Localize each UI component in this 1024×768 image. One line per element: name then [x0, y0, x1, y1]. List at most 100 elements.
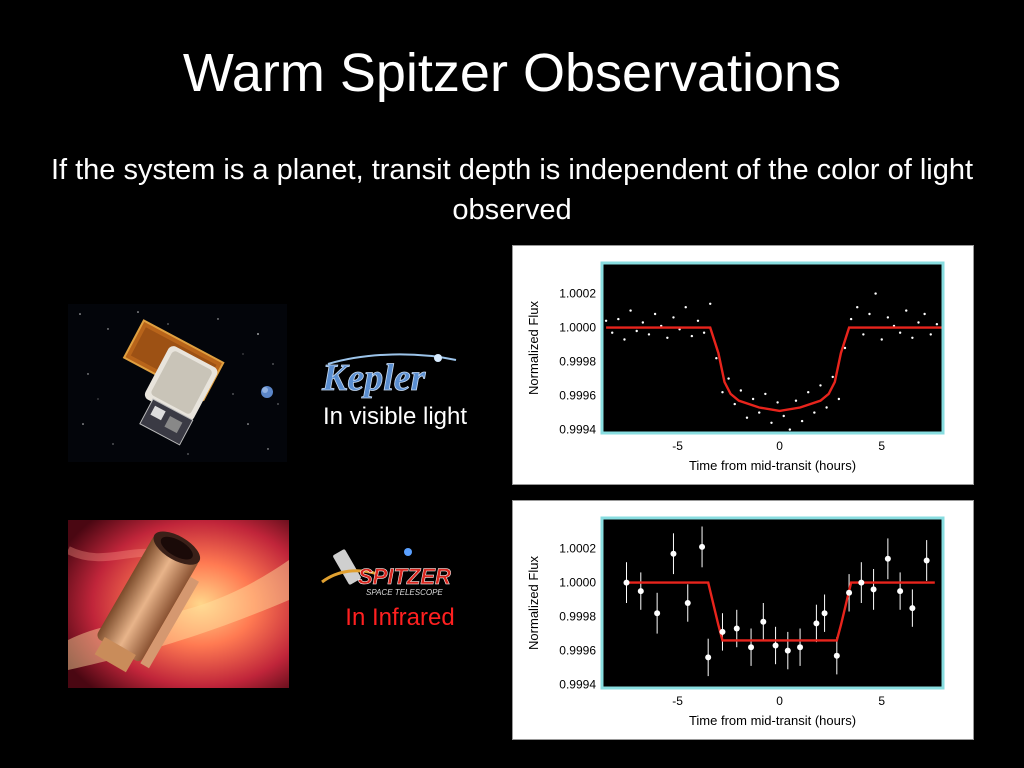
data-point: [849, 317, 853, 321]
data-point: [911, 336, 914, 339]
plot-frame: [600, 516, 945, 690]
x-axis-label: Time from mid-transit (hours): [689, 713, 856, 728]
y-tick-label: 1.0000: [559, 576, 596, 590]
data-point: [617, 317, 620, 321]
data-point: [800, 419, 804, 423]
data-point: [884, 555, 891, 562]
data-point: [623, 579, 630, 586]
data-point: [831, 375, 834, 379]
x-axis-label: Time from mid-transit (hours): [689, 458, 856, 473]
y-tick-label: 0.9996: [559, 644, 596, 658]
kepler-spacecraft-image: [68, 304, 287, 462]
data-point: [870, 586, 877, 593]
data-point: [782, 414, 785, 418]
data-point: [929, 333, 932, 336]
data-point: [760, 618, 767, 625]
data-point: [696, 319, 700, 322]
y-tick-label: 0.9996: [559, 389, 596, 403]
data-point: [705, 654, 712, 661]
data-point: [843, 346, 847, 350]
data-point: [623, 338, 626, 341]
data-point: [637, 588, 644, 595]
data-point: [858, 579, 865, 586]
data-point: [653, 312, 657, 316]
data-point: [874, 292, 877, 295]
kepler-logo: Kepler: [318, 350, 463, 405]
data-point: [764, 392, 767, 396]
data-point: [784, 647, 791, 654]
slide-title: Warm Spitzer Observations: [182, 43, 842, 103]
y-tick-label: 1.0000: [559, 321, 596, 335]
data-point: [629, 309, 632, 312]
data-point: [923, 557, 930, 564]
data-point: [611, 331, 614, 334]
data-point: [635, 329, 638, 333]
data-point: [715, 357, 718, 360]
data-point: [748, 644, 755, 651]
data-point: [709, 302, 712, 305]
x-tick-label: 0: [776, 439, 783, 453]
data-point: [690, 334, 694, 338]
data-point: [702, 331, 706, 334]
data-point: [758, 411, 761, 414]
data-point: [797, 644, 804, 651]
data-point: [897, 588, 904, 595]
data-point: [833, 652, 840, 659]
spitzer-caption: In Infrared: [345, 604, 455, 631]
data-point: [721, 391, 724, 394]
data-point: [751, 397, 755, 401]
model-curve: [624, 581, 935, 642]
data-point: [666, 336, 669, 339]
data-point: [868, 312, 871, 316]
spitzer-logo-text: SPITZER: [358, 564, 451, 589]
data-point: [772, 642, 779, 649]
data-point: [647, 333, 651, 336]
slide-subtitle: If the system is a planet, transit depth…: [50, 154, 974, 226]
model-curve: [606, 326, 943, 413]
x-tick-label: 0: [776, 694, 783, 708]
data-point: [776, 401, 779, 404]
y-tick-label: 0.9998: [559, 610, 596, 624]
spitzer-light-curve-chart: -5 0 5 0.9994 0.9996 0.9998 1.0000 1.0002 Time f…: [512, 500, 974, 740]
data-point: [739, 389, 743, 392]
data-point: [837, 397, 841, 401]
y-tick-label: 1.0002: [559, 542, 596, 556]
kepler-light-curve-chart: -5 0 5 0.9994 0.9996 0.9998 1.0000 1.0002 Time f…: [512, 245, 974, 485]
spitzer-logo: SPITZER SPACE TELESCOPE: [318, 540, 483, 605]
data-point: [788, 428, 792, 431]
x-tick-label: 5: [878, 439, 885, 453]
data-point: [807, 391, 810, 394]
spitzer-spacecraft-image: [68, 520, 289, 688]
data-point: [684, 306, 687, 309]
y-tick-label: 0.9998: [559, 355, 596, 369]
data-point: [654, 610, 661, 617]
data-point: [770, 421, 773, 424]
kepler-logo-text: Kepler: [321, 357, 427, 399]
data-point: [917, 321, 920, 324]
data-point: [862, 333, 865, 336]
data-point: [813, 620, 820, 627]
y-axis-label: Normalized Flux: [526, 556, 541, 650]
kepler-caption: In visible light: [322, 403, 468, 430]
spitzer-logo-subtext: SPACE TELESCOPE: [366, 588, 443, 597]
data-point: [699, 543, 706, 550]
data-point: [905, 309, 908, 312]
y-tick-label: 0.9994: [559, 423, 596, 437]
data-point: [641, 321, 645, 324]
data-point: [813, 411, 816, 414]
data-point: [856, 306, 859, 309]
plot-frame: [600, 261, 945, 435]
data-point: [880, 338, 883, 341]
data-point: [821, 610, 828, 617]
data-point: [672, 316, 675, 319]
x-tick-label: -5: [672, 439, 683, 453]
data-point: [909, 605, 916, 612]
data-point: [719, 628, 726, 635]
x-tick-label: 5: [878, 694, 885, 708]
data-point: [684, 600, 691, 606]
data-point: [819, 384, 822, 387]
data-point: [935, 323, 939, 326]
y-axis-label: Normalized Flux: [526, 301, 541, 395]
y-tick-label: 1.0002: [559, 287, 596, 301]
data-point: [825, 406, 828, 409]
